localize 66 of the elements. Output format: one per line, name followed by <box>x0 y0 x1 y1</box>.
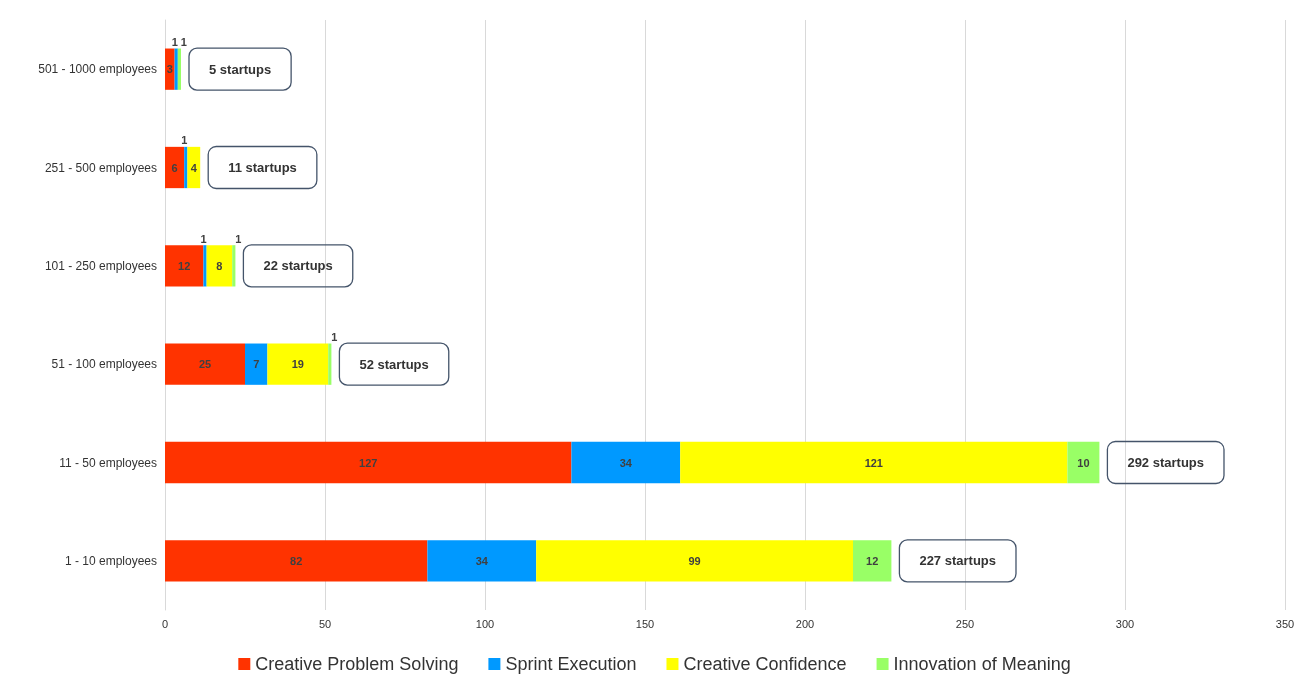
data-label: 82 <box>290 554 303 567</box>
data-label: 8 <box>216 259 223 272</box>
legend-label: Sprint Execution <box>505 654 637 674</box>
bar <box>536 540 853 582</box>
data-label: 1 <box>181 134 188 147</box>
data-label: 12 <box>178 259 191 272</box>
bar <box>165 245 204 287</box>
x-tick-label: 350 <box>1275 617 1295 630</box>
bar <box>427 540 537 582</box>
data-label: 12 <box>866 554 879 567</box>
data-label: 1 <box>235 232 242 245</box>
total-label: 11 startups <box>228 160 297 175</box>
bar <box>680 441 1068 484</box>
bar <box>187 146 201 189</box>
data-label: 1 <box>331 331 338 344</box>
total-label: 5 startups <box>209 61 272 77</box>
data-label: 34 <box>619 456 633 469</box>
data-label: 3 <box>166 63 173 76</box>
y-tick-label: 251 - 500 employees <box>44 160 157 175</box>
bar <box>184 146 188 189</box>
data-label: 7 <box>253 358 260 371</box>
x-tick-label: 50 <box>318 617 332 630</box>
data-label: 4 <box>190 161 198 174</box>
data-label: 19 <box>291 358 304 371</box>
x-tick-label: 100 <box>475 617 495 630</box>
bar <box>165 146 185 189</box>
legend-label: Creative Problem Solving <box>255 654 459 674</box>
data-label: 6 <box>171 161 178 174</box>
bar <box>165 343 245 385</box>
bar <box>245 343 268 385</box>
bar <box>206 245 233 287</box>
total-label: 22 startups <box>263 258 333 274</box>
data-label: 99 <box>688 554 701 567</box>
total-label: 52 startups <box>359 356 429 372</box>
data-label: 127 <box>359 456 378 469</box>
data-label: 1 <box>171 36 178 49</box>
bar <box>328 343 332 385</box>
bar <box>571 441 681 484</box>
data-label: 1 <box>180 36 187 49</box>
x-tick-label: 300 <box>1115 617 1135 630</box>
legend-label: Innovation of Meaning <box>893 654 1071 674</box>
bar <box>267 343 329 385</box>
x-tick-label: 150 <box>635 617 655 630</box>
bar <box>165 48 175 90</box>
total-label: 227 startups <box>919 553 996 569</box>
data-label: 121 <box>864 456 883 469</box>
bar <box>203 245 207 287</box>
x-tick-label: 0 <box>161 617 169 630</box>
x-tick-label: 200 <box>795 617 815 630</box>
bar <box>165 540 428 582</box>
data-label: 10 <box>1077 456 1090 469</box>
y-tick-label: 501 - 1000 employees <box>38 62 157 77</box>
data-label: 1 <box>200 232 207 245</box>
bar <box>853 540 892 582</box>
data-label: 25 <box>198 358 212 371</box>
y-tick-label: 11 - 50 employees <box>59 455 157 470</box>
x-tick-label: 250 <box>955 617 975 630</box>
y-tick-label: 51 - 100 employees <box>51 357 157 372</box>
total-label: 292 startups <box>1127 455 1204 470</box>
data-label: 34 <box>475 554 489 567</box>
legend-label: Creative Confidence <box>683 654 847 674</box>
bar <box>1067 441 1100 484</box>
y-tick-label: 1 - 10 employees <box>64 553 157 568</box>
y-tick-label: 101 - 250 employees <box>44 258 157 273</box>
bar <box>232 245 236 287</box>
bar <box>165 441 572 484</box>
